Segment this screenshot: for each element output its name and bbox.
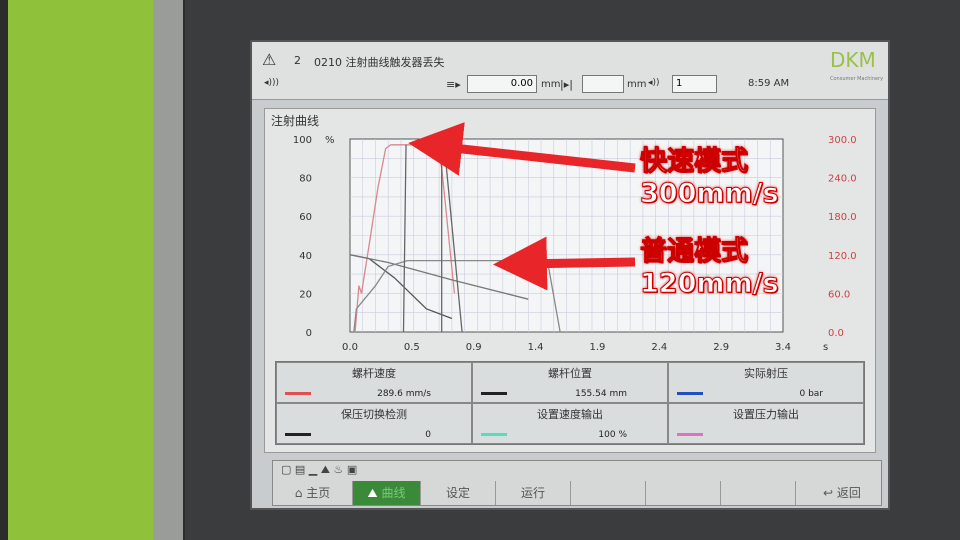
nav-home[interactable]: ⌂ 主页 [273,481,353,505]
back-icon: ↩ [823,486,837,500]
legend-name: 螺杆速度 [352,367,396,380]
normal-mode-speed: 120mm/s [640,268,780,300]
x-tick-label: 1.4 [528,342,544,353]
x-axis-unit: s [823,342,828,353]
position-value: 0.00 [510,78,533,89]
y2-tick-label: 120.0 [828,251,857,262]
legend-name: 实际射压 [744,367,788,380]
y-tick-label: 60 [299,212,312,223]
series-line [402,144,407,333]
x-tick-label: 0.9 [466,342,482,353]
nav-empty-3[interactable] [721,481,796,505]
header-bar: ⚠ 2 0210 注射曲线触发器丢失 ◂))) ≡▸ 0.00 mm |▸| m… [252,42,888,100]
legend-swatch [677,392,703,395]
legend-value: 289.6 mm/s [377,389,431,399]
injection-curve-panel: 注射曲线 0.0 0.5 0.9 1.4 1.9 2.4 2.9 3.4 100 80 60 40 20… [264,108,876,453]
x-tick-label: 2.4 [651,342,667,353]
warning-icon: ⚠ [262,50,277,69]
field3: 1 [672,75,717,93]
y-tick-label: 100 [293,135,312,146]
legend-swatch [285,392,311,395]
legend-name: 设置压力输出 [733,408,799,421]
nav-curve-label: 曲线 [381,486,406,500]
nav-back[interactable]: ↩ 返回 [803,481,881,505]
field3-value: 1 [676,78,683,89]
x-tick-label: 1.9 [589,342,605,353]
toolbar-icons: ▢ ▤ ▁ ⛰ ♨ ▣ [281,463,358,476]
nav-run-label: 运行 [520,486,545,500]
nav-back-label: 返回 [836,486,861,500]
nav-home-label: 主页 [306,486,331,500]
legend-value: 100 % [598,430,627,440]
series-line [349,254,529,300]
y2-tick-label: 60.0 [828,289,850,300]
x-tick-label: 2.9 [713,342,729,353]
y2-tick-label: 180.0 [828,212,857,223]
y2-tick-label: 0.0 [828,328,844,339]
machine-frame-green [8,0,153,540]
curve-icon: ⛰ [367,486,382,500]
nav-settings-label: 设定 [445,486,470,500]
alarm-text[interactable]: 0210 注射曲线触发器丢失 [314,56,445,69]
nav-empty-1[interactable] [571,481,646,505]
injection-icon: ◂))) [264,78,280,88]
nav-curve[interactable]: ⛰ 曲线 [353,481,421,505]
annotation-normal-mode: 普通模式 120mm/s [640,236,780,300]
legend-value: 155.54 mm [575,389,627,399]
logo-subtitle: Consumer Machinery [830,76,884,82]
nav-run[interactable]: 运行 [496,481,571,505]
mold-icon: |▸| [560,78,573,91]
dkm-logo: DKM [830,48,876,72]
injection-chart: 0.0 0.5 0.9 1.4 1.9 2.4 2.9 3.4 100 80 60 40 20 0 300.… [293,135,857,353]
legend-value: 0 bar [799,389,823,399]
position-unit: mm [541,79,561,90]
legend-item[interactable]: 螺杆位置 155.54 mm [472,362,668,403]
normal-mode-label: 普通模式 [640,236,749,268]
hmi-screen: ⚠ 2 0210 注射曲线触发器丢失 ◂))) ≡▸ 0.00 mm |▸| m… [250,40,890,510]
annotation-fast-mode: 快速模式 300mm/s [640,146,780,210]
nav-empty-2[interactable] [646,481,721,505]
nozzle-icon: ◂)) [648,78,660,88]
fast-mode-label: 快速模式 [640,146,749,178]
nav-settings[interactable]: 设定 [421,481,496,505]
legend-name: 螺杆位置 [548,367,592,380]
fast-mode-speed: 300mm/s [640,178,780,210]
legend-swatch [481,392,507,395]
legend-item[interactable]: 设置速度输出 100 % [472,403,668,444]
legend-item[interactable]: 保压切换检测 0 [276,403,472,444]
legend-item[interactable]: 实际射压 0 bar [668,362,864,403]
field2 [582,75,624,93]
x-tick-label: 0.0 [342,342,358,353]
legend-table: 螺杆速度 289.6 mm/s 螺杆位置 155.54 mm 实际射压 0 bar 保压切换… [275,361,865,445]
legend-swatch [481,433,507,436]
legend-item[interactable]: 螺杆速度 289.6 mm/s [276,362,472,403]
y-tick-label: 0 [306,328,312,339]
position-field: 0.00 [467,75,537,93]
legend-item[interactable]: 设置压力输出 [668,403,864,444]
y-axis-unit: % [325,135,335,146]
y2-tick-label: 300.0 [828,135,857,146]
y2-tick-label: 240.0 [828,174,857,185]
machine-frame [153,0,183,540]
legend-swatch [285,433,311,436]
y-tick-label: 20 [299,289,312,300]
screw-icon: ≡▸ [446,78,461,91]
x-tick-label: 0.5 [404,342,420,353]
legend-name: 保压切换检测 [341,408,407,421]
clock: 8:59 AM [748,78,790,89]
y-tick-label: 80 [299,174,312,185]
x-tick-label: 3.4 [775,342,791,353]
home-icon: ⌂ [294,486,307,500]
bottom-nav: ▢ ▤ ▁ ⛰ ♨ ▣ ⌂ 主页 ⛰ 曲线 设定 运行 ↩ 返回 [272,460,882,506]
legend-value: 0 [425,430,431,440]
field2-unit: mm [627,79,647,90]
legend-name: 设置速度输出 [537,408,603,421]
panel-title: 注射曲线 [271,114,320,128]
y-tick-label: 40 [299,251,312,262]
legend-swatch [677,433,703,436]
alarm-count: 2 [294,54,301,67]
